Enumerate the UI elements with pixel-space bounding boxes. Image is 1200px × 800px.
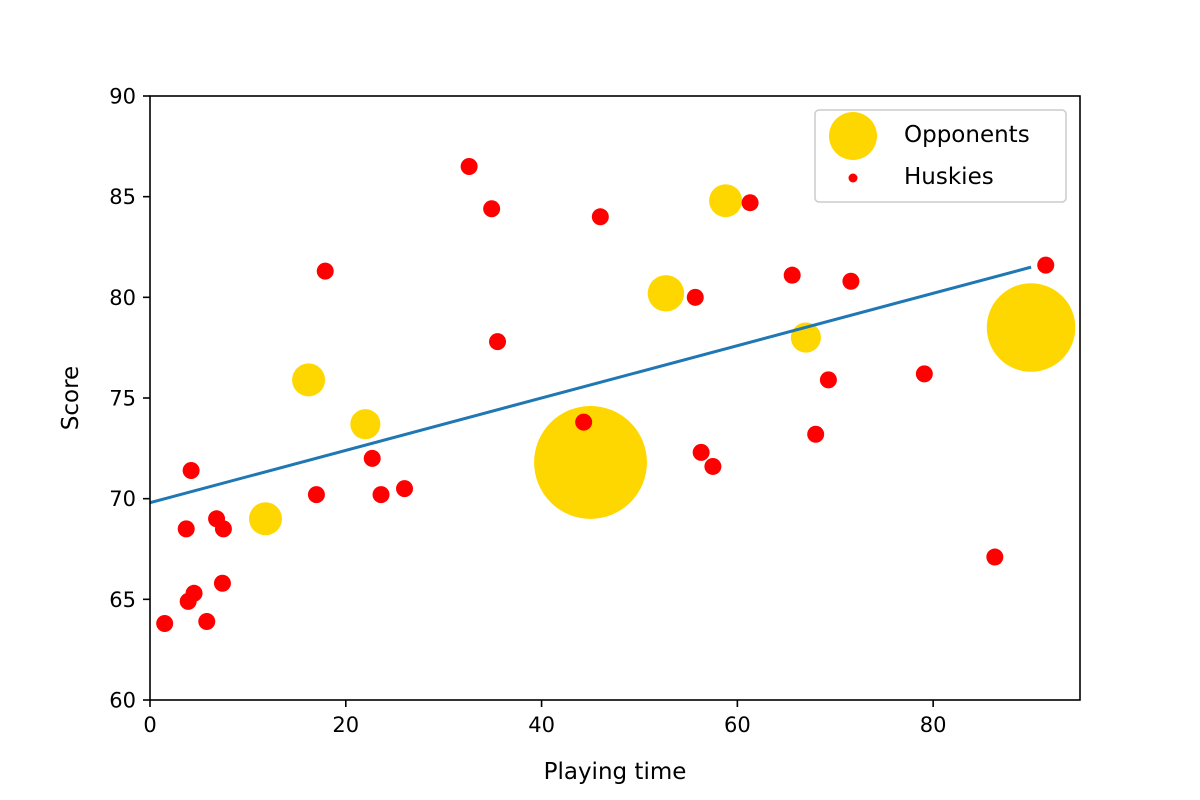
- y-axis-label: Score: [58, 366, 84, 430]
- huskies-point-29: [1037, 256, 1055, 274]
- huskies-point-4: [185, 584, 203, 602]
- legend-label-opponents: Opponents: [904, 122, 1030, 148]
- huskies-point-3: [182, 461, 200, 479]
- huskies-point-14: [460, 157, 478, 175]
- huskies-point-22: [741, 194, 759, 212]
- huskies-point-23: [783, 266, 801, 284]
- huskies-point-9: [307, 486, 325, 504]
- huskies-point-25: [819, 371, 837, 389]
- huskies-point-12: [372, 486, 390, 504]
- huskies-point-11: [363, 449, 381, 467]
- huskies-point-18: [591, 208, 609, 226]
- opponents-point-5: [709, 184, 743, 218]
- opponents-point-0: [249, 502, 283, 536]
- huskies-point-20: [692, 443, 710, 461]
- huskies-point-26: [842, 272, 860, 290]
- huskies-point-15: [483, 200, 501, 218]
- legend: Opponents Huskies: [814, 109, 1067, 203]
- y-tick-label-0: 60: [109, 689, 136, 713]
- huskies-point-21: [704, 457, 722, 475]
- y-tick-label-5: 85: [109, 185, 136, 209]
- opponents-point-3: [534, 405, 647, 519]
- trend-layer: [150, 265, 1032, 505]
- huskies-point-0: [156, 614, 174, 632]
- x-axis-label: Playing time: [544, 759, 687, 785]
- huskies-point-16: [489, 333, 507, 351]
- huskies-point-7: [214, 520, 232, 538]
- y-tick-label-6: 90: [109, 85, 136, 109]
- opponents-point-2: [350, 409, 381, 440]
- y-tick-label-4: 80: [109, 286, 136, 310]
- opponents-point-4: [647, 275, 685, 312]
- legend-label-huskies: Huskies: [904, 164, 994, 190]
- legend-frame: [814, 109, 1067, 203]
- y-tick-label-3: 75: [109, 387, 136, 411]
- x-tick-label-1: 20: [332, 713, 359, 737]
- huskies-point-10: [316, 262, 334, 280]
- points-layer: [156, 157, 1076, 632]
- huskies-point-28: [986, 548, 1004, 566]
- opponents-point-1: [292, 363, 326, 397]
- huskies-point-19: [686, 288, 704, 306]
- huskies-point-8: [213, 574, 231, 592]
- y-tick-label-2: 70: [109, 487, 136, 511]
- x-tick-label-4: 80: [920, 713, 947, 737]
- huskies-point-5: [198, 612, 216, 630]
- legend-marker-huskies: [848, 173, 858, 183]
- trend-line: [150, 265, 1032, 505]
- huskies-point-13: [396, 480, 414, 498]
- opponents-point-7: [986, 283, 1076, 372]
- huskies-point-17: [575, 413, 593, 431]
- x-tick-label-0: 0: [143, 713, 156, 737]
- x-tick-label-3: 60: [724, 713, 751, 737]
- legend-marker-opponents: [829, 112, 877, 160]
- huskies-point-1: [177, 520, 195, 538]
- huskies-point-24: [807, 425, 825, 443]
- x-tick-label-2: 40: [528, 713, 555, 737]
- ticks-layer: 0 20 40 60 80 60 65 70 75 80 85 90: [109, 85, 946, 738]
- y-tick-label-1: 65: [109, 588, 136, 612]
- huskies-point-27: [915, 365, 933, 383]
